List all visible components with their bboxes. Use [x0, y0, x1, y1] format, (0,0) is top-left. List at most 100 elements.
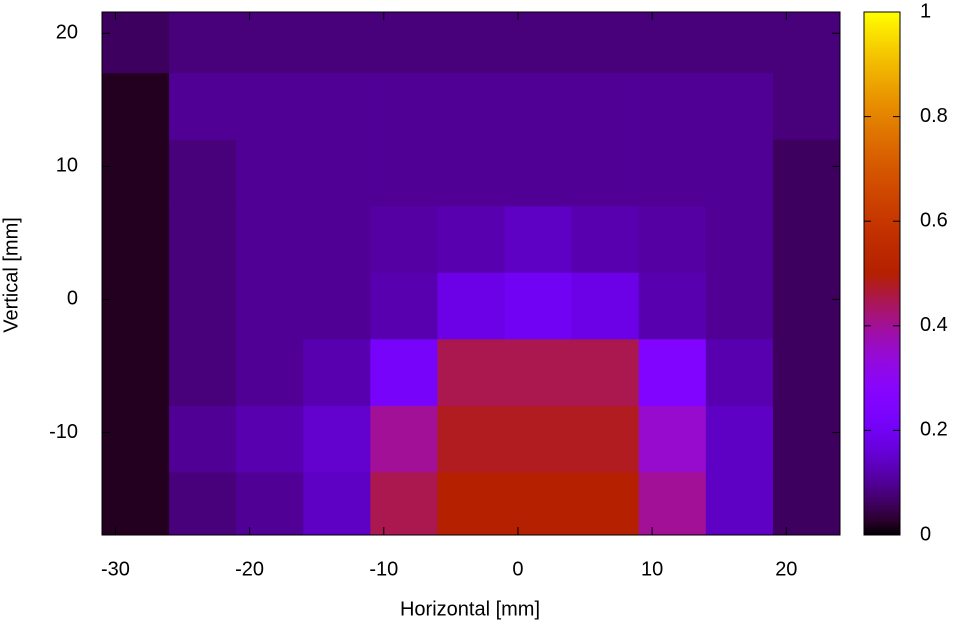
heat-cell: [772, 139, 841, 207]
heat-cell: [504, 472, 573, 536]
heatmap: [102, 12, 841, 536]
heat-cell: [437, 206, 506, 274]
colorbar-tick-label: 0.6: [920, 209, 948, 231]
heat-cell: [638, 472, 707, 536]
heat-cell: [102, 12, 170, 74]
x-tick-label: -20: [235, 558, 264, 580]
heat-cell: [504, 73, 573, 141]
heat-cell: [169, 73, 237, 141]
heat-cell: [169, 12, 237, 74]
heat-cell: [370, 339, 438, 407]
y-tick-label: 0: [67, 288, 78, 310]
heat-cell: [236, 405, 304, 473]
heat-cell: [772, 12, 841, 74]
heat-cell: [169, 206, 237, 274]
x-tick-label: 0: [512, 558, 523, 580]
heat-cell: [303, 472, 371, 536]
x-tick-label: 20: [775, 558, 797, 580]
heat-cell: [571, 405, 640, 473]
y-tick-label: -10: [49, 421, 78, 443]
heat-cell: [705, 206, 774, 274]
heat-cell: [370, 272, 438, 340]
heat-cell: [571, 339, 640, 407]
heat-cell: [504, 206, 573, 274]
heat-cell: [571, 206, 640, 274]
heat-cell: [370, 73, 438, 141]
heat-cell: [236, 12, 304, 74]
y-tick-label: 10: [56, 155, 78, 177]
x-tick-label: -10: [369, 558, 398, 580]
heat-cell: [571, 73, 640, 141]
heat-cell: [370, 206, 438, 274]
heat-cell: [638, 405, 707, 473]
heat-cell: [236, 472, 304, 536]
heat-cell: [370, 405, 438, 473]
heat-cell: [705, 73, 774, 141]
heat-cell: [571, 472, 640, 536]
colorbar-tick-label: 1: [920, 0, 931, 22]
heat-cell: [772, 73, 841, 141]
heat-cell: [504, 12, 573, 74]
heat-cell: [571, 272, 640, 340]
heat-cell: [303, 12, 371, 74]
heat-cell: [370, 12, 438, 74]
heat-cell: [705, 472, 774, 536]
heat-cell: [303, 339, 371, 407]
heat-cell: [102, 472, 170, 536]
heat-cell: [571, 12, 640, 74]
heat-cell: [705, 139, 774, 207]
heat-cell: [705, 272, 774, 340]
heat-cell: [772, 405, 841, 473]
heat-cell: [102, 272, 170, 340]
heat-cell: [705, 12, 774, 74]
x-axis-label: Horizontal [mm]: [400, 598, 540, 620]
x-tick-label: -30: [101, 558, 130, 580]
plot-frame: [101, 11, 841, 536]
heat-cell: [303, 73, 371, 141]
y-axis-label: Vertical [mm]: [0, 217, 22, 333]
heat-cell: [437, 73, 506, 141]
heat-cell: [236, 73, 304, 141]
heat-cell: [504, 339, 573, 407]
heat-cell: [303, 272, 371, 340]
heat-cell: [437, 472, 506, 536]
heat-cell: [370, 139, 438, 207]
heat-cell: [102, 405, 170, 473]
y-tick-label: 20: [56, 22, 78, 44]
heat-cell: [437, 339, 506, 407]
x-tick-label: 10: [641, 558, 663, 580]
colorbar-tick-label: 0.2: [920, 419, 948, 441]
heat-cell: [638, 206, 707, 274]
heat-cell: [437, 139, 506, 207]
heat-cell: [169, 405, 237, 473]
heat-cell: [772, 272, 841, 340]
heat-cell: [236, 139, 304, 207]
heat-cell: [504, 272, 573, 340]
colorbar-tick-label: 0.8: [920, 105, 948, 127]
heat-cell: [169, 139, 237, 207]
heat-cell: [705, 339, 774, 407]
heat-cell: [437, 405, 506, 473]
heat-cell: [504, 139, 573, 207]
colorbar: [863, 11, 901, 536]
heat-cell: [236, 339, 304, 407]
heat-cell: [437, 12, 506, 74]
heat-cell: [638, 139, 707, 207]
heat-cell: [437, 272, 506, 340]
heat-cell: [638, 339, 707, 407]
heat-cell: [772, 472, 841, 536]
heat-cell: [638, 73, 707, 141]
heat-cell: [370, 472, 438, 536]
heat-cell: [169, 339, 237, 407]
heat-cell: [102, 73, 170, 141]
heat-cell: [102, 139, 170, 207]
colorbar-tick-label: 0.4: [920, 314, 948, 336]
heat-cell: [102, 206, 170, 274]
heat-cell: [303, 139, 371, 207]
heat-cell: [303, 405, 371, 473]
heat-cell: [169, 472, 237, 536]
heat-cell: [772, 339, 841, 407]
heat-cell: [705, 405, 774, 473]
heat-cell: [303, 206, 371, 274]
